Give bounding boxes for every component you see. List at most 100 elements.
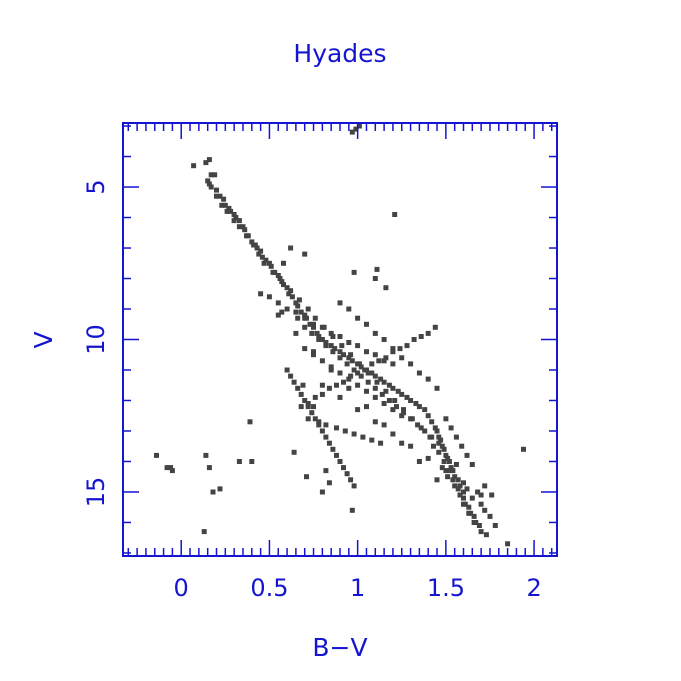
data-point [254,245,260,251]
data-point [483,532,489,538]
data-point [288,373,294,379]
data-point [381,358,387,364]
data-point [466,504,472,510]
data-point [399,391,405,397]
data-point [378,376,384,382]
data-point [328,364,334,370]
data-point [332,346,338,352]
data-point [445,474,451,480]
data-point [319,324,325,330]
data-point [356,123,362,129]
data-point [231,212,237,217]
data-point [365,370,371,376]
data-point [358,364,364,370]
data-point [224,208,230,214]
data-point [429,434,435,440]
data-point [464,486,470,492]
data-point [275,300,281,306]
data-point [334,425,339,431]
data-point [344,471,350,477]
plot-frame [122,122,558,557]
data-point [208,172,214,178]
data-point [330,334,336,339]
data-point [279,279,285,285]
data-point [309,410,315,416]
data-point [356,361,362,367]
data-point [432,425,438,431]
data-point [226,205,232,211]
data-point [415,422,421,428]
data-point [351,269,357,275]
x-axis-label: B−V [312,633,367,662]
data-point [489,492,495,498]
data-point [307,321,313,327]
data-point [346,376,352,382]
data-point [330,349,336,355]
data-point [452,474,458,480]
data-point [369,361,375,367]
data-point [448,465,454,471]
data-point [383,388,389,394]
data-point [302,315,308,321]
data-point [369,437,375,443]
data-point [399,413,405,419]
data-point [422,428,428,434]
data-point [425,376,431,382]
data-point [475,489,481,495]
data-point [443,468,449,474]
data-point [154,452,159,458]
data-point [242,227,248,233]
data-point [236,218,242,224]
data-point [404,343,410,349]
data-point [203,452,209,458]
data-point [208,184,214,190]
data-point [351,367,357,373]
data-point [328,343,334,349]
data-point [259,254,265,260]
data-point [422,407,428,413]
data-point [341,352,346,358]
data-point [295,315,301,321]
data-point [348,477,354,483]
data-point [461,480,466,486]
data-point [362,367,368,373]
data-point [214,187,219,193]
data-point [323,422,329,428]
data-point [346,306,352,312]
data-point [471,513,477,519]
data-point [478,501,484,507]
data-point [295,385,301,391]
data-point [302,324,308,330]
data-point [364,321,369,327]
x-tick-label: 1 [350,574,365,602]
data-point [425,330,431,336]
data-point [401,407,406,413]
x-tick-label: 0.5 [250,574,288,602]
data-point [390,346,396,352]
data-point [399,440,405,446]
data-point [439,443,445,449]
data-point [268,263,274,269]
data-point [337,334,343,339]
data-point [408,361,414,367]
data-point [295,303,301,309]
data-point [210,489,216,495]
data-point [302,251,308,257]
data-point [334,382,339,388]
data-point [416,370,422,376]
data-point [438,437,444,443]
data-point [416,459,422,464]
data-point [312,416,318,422]
data-point [281,260,286,266]
data-point [372,373,378,379]
data-point [469,462,475,467]
data-point [346,340,352,345]
data-point [316,422,322,428]
data-point [291,449,297,455]
data-point [222,202,228,208]
data-point [298,391,304,397]
data-point [401,410,406,416]
data-point [461,489,466,495]
data-point [372,330,378,336]
data-point [312,394,318,400]
